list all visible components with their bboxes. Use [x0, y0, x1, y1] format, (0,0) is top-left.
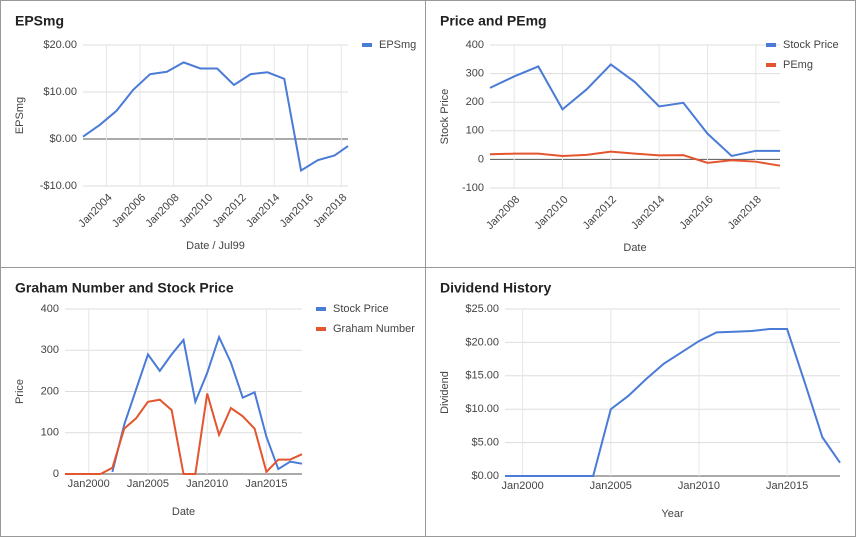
series-line: [505, 328, 841, 477]
y-tick-label: $5.00: [471, 437, 499, 449]
y-tick-label: $20.00: [43, 39, 77, 51]
series-line: [489, 63, 780, 158]
legend-label: EPSmg: [379, 39, 416, 51]
x-axis-title: Date / Jul99: [186, 240, 245, 252]
x-axis-title: Year: [661, 508, 684, 520]
x-tick-label: Jan2018: [726, 194, 764, 232]
legend-swatch: [362, 43, 372, 47]
x-tick-label: Jan2015: [766, 480, 808, 492]
x-tick-label: Jan2006: [110, 192, 148, 230]
y-tick-label: 400: [41, 303, 59, 315]
chart-title: Graham Number and Stock Price: [15, 280, 234, 296]
x-tick-label: Jan2016: [278, 192, 316, 230]
y-tick-label: $25.00: [465, 303, 499, 315]
series-line: [111, 334, 303, 473]
y-tick-label: 200: [41, 385, 59, 397]
y-tick-label: 300: [41, 344, 59, 356]
y-tick-label: $15.00: [465, 370, 499, 382]
chart-title: EPSmg: [15, 13, 64, 29]
x-tick-label: Jan2015: [245, 478, 287, 490]
x-tick-label: Jan2008: [484, 194, 522, 232]
y-tick-label: -100: [462, 182, 484, 194]
x-tick-label: Jan2004: [76, 192, 114, 230]
series-line: [489, 150, 781, 167]
series-line: [82, 61, 349, 173]
x-tick-label: Jan2000: [502, 480, 544, 492]
y-tick-label: $0.00: [49, 133, 77, 145]
y-tick-label: $10.00: [465, 403, 499, 415]
legend-swatch: [316, 327, 326, 331]
x-tick-label: Jan2018: [311, 192, 349, 230]
legend-label: Stock Price: [783, 39, 839, 51]
legend-swatch: [766, 63, 776, 67]
series-line: [65, 393, 303, 475]
x-tick-label: Jan2016: [677, 194, 715, 232]
y-tick-label: $20.00: [465, 336, 499, 348]
legend-swatch: [316, 307, 326, 311]
x-tick-label: Jan2014: [629, 194, 667, 232]
y-tick-label: 0: [478, 153, 484, 165]
y-tick-label: -$10.00: [40, 180, 77, 192]
y-tick-label: 300: [466, 68, 484, 80]
y-tick-label: 100: [41, 427, 59, 439]
legend-label: Stock Price: [333, 303, 389, 315]
chart-title: Price and PEmg: [440, 13, 547, 29]
x-tick-label: Jan2005: [127, 478, 169, 490]
legend-label: PEmg: [783, 59, 813, 71]
y-tick-label: 100: [466, 125, 484, 137]
x-tick-label: Jan2010: [186, 478, 228, 490]
x-tick-label: Jan2012: [581, 194, 619, 232]
y-tick-label: 400: [466, 39, 484, 51]
x-tick-label: Jan2010: [177, 192, 215, 230]
x-tick-label: Jan2014: [244, 192, 282, 230]
y-axis-title: Dividend: [439, 371, 451, 414]
y-tick-label: $0.00: [471, 470, 499, 482]
x-axis-title: Date: [172, 506, 195, 518]
legend-label: Graham Number: [333, 323, 415, 335]
x-tick-label: Jan2008: [143, 192, 181, 230]
y-tick-label: $10.00: [43, 86, 77, 98]
x-tick-label: Jan2000: [68, 478, 110, 490]
y-tick-label: 0: [53, 468, 59, 480]
legend-swatch: [766, 43, 776, 47]
y-axis-title: EPSmg: [14, 97, 26, 134]
y-axis-title: Stock Price: [439, 89, 451, 145]
x-tick-label: Jan2012: [210, 192, 248, 230]
y-tick-label: 200: [466, 96, 484, 108]
x-axis-title: Date: [623, 242, 646, 254]
x-tick-label: Jan2010: [678, 480, 720, 492]
y-axis-title: Price: [14, 379, 26, 404]
x-tick-label: Jan2010: [532, 194, 570, 232]
x-tick-label: Jan2005: [590, 480, 632, 492]
chart-title: Dividend History: [440, 280, 551, 296]
